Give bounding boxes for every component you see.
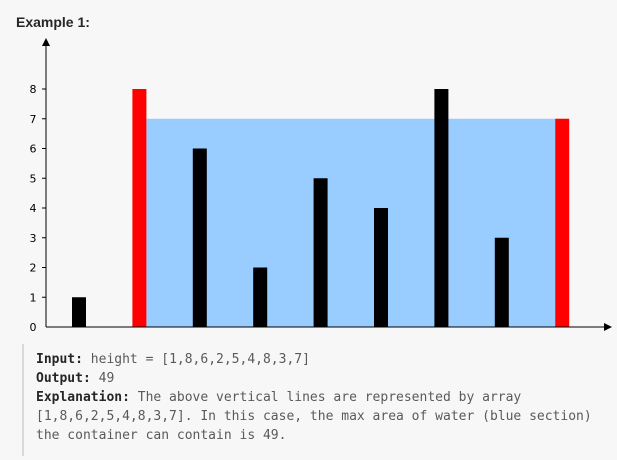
y-tick-label: 5 [30,172,37,185]
y-tick-label: 6 [30,143,37,156]
y-tick-label: 1 [30,291,37,304]
input-value: height = [1,8,6,2,5,4,8,3,7] [90,352,310,367]
output-value: 49 [98,371,115,386]
explanation-line: Explanation: The above vertical lines ar… [36,388,612,445]
container-wall-bar [132,89,147,327]
height-bar [494,237,509,327]
height-bar [192,148,207,327]
y-tick-label: 4 [30,202,37,215]
water-area [146,118,556,327]
output-line: Output: 49 [36,369,612,388]
y-tick-label: 0 [30,321,37,334]
container-wall-bar [555,118,570,327]
explanation-block: Input: height = [1,8,6,2,5,4,8,3,7] Outp… [22,344,612,456]
explanation-text: The above vertical lines are represented… [36,390,600,443]
height-bar [253,267,268,327]
y-tick-label: 3 [30,232,37,245]
output-label: Output: [36,371,91,386]
height-bar [434,89,449,327]
example-title: Example 1: [16,14,90,30]
y-tick-label: 2 [30,262,37,275]
y-tick-label: 8 [30,83,37,96]
input-label: Input: [36,352,83,367]
input-line: Input: height = [1,8,6,2,5,4,8,3,7] [36,350,612,369]
y-tick-label: 7 [30,113,37,126]
height-bar [374,208,388,327]
height-bar [313,178,328,327]
height-bar [72,297,86,327]
container-chart: 0 1 2 3 4 5 6 7 8 [30,38,612,334]
explanation-label: Explanation: [36,390,130,405]
